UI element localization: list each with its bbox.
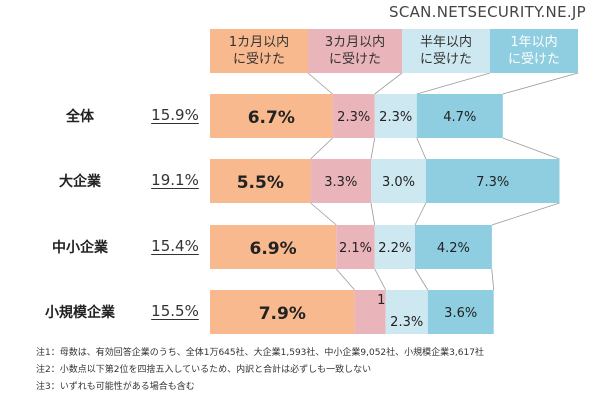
bar-1-3 (374, 94, 417, 138)
row-total: 15.9% (151, 106, 199, 124)
data-label-3-4: 4.2% (437, 241, 470, 256)
bar-2-1 (210, 159, 311, 203)
category-label: 大企業 (59, 174, 101, 190)
connector-header-2 (374, 72, 403, 95)
bar-3-2 (336, 225, 375, 269)
category-label: 小規模企業 (45, 305, 115, 321)
data-label-4-4: 3.6% (444, 306, 477, 321)
bar-2-4 (425, 159, 560, 203)
legend-label-4: 1年以内 に受けた (507, 35, 560, 67)
data-label-2-1: 5.5% (237, 173, 284, 193)
connector-2-2 (370, 202, 376, 226)
data-label-2-3: 3.0% (382, 175, 415, 190)
connector-header-3 (416, 72, 491, 95)
connector-1-1 (310, 137, 333, 160)
data-label-1-2: 2.3% (337, 110, 370, 125)
legend-swatch-2 (308, 29, 402, 73)
connector-3-4 (491, 268, 495, 291)
connector-2-1 (310, 202, 337, 226)
bar-4-1 (210, 290, 355, 334)
bar-3-4 (415, 225, 492, 269)
bar-2-2 (310, 159, 371, 203)
legend-swatch-1 (210, 29, 308, 73)
legend-label-1: 1カ月以内 に受けた (228, 35, 290, 67)
bar-4-3 (385, 290, 428, 334)
connector-3-3 (414, 268, 429, 291)
row-total: 15.5% (151, 302, 199, 320)
watermark: SCAN.NETSECURITY.NE.JP (389, 3, 586, 21)
data-label-4-3: 2.3% (390, 315, 423, 330)
footnotes: 注1：母数は、有効回答企業のうち、全体1万645社、大企業1,593社、中小企業… (36, 345, 484, 396)
data-label-2-4: 7.3% (476, 175, 509, 190)
footnote-2: 注2：小数点以下第2位を四捨五入しているため、内訳と合計は必ずしも一致しない (36, 365, 372, 375)
connector-header-4 (502, 72, 579, 95)
legend-swatch-3 (402, 29, 490, 73)
data-label-4-1: 7.9% (259, 304, 306, 324)
bar-4-2 (354, 290, 386, 334)
data-label-3-3: 2.2% (378, 241, 411, 256)
bar-1-2 (332, 94, 375, 138)
connector-2-3 (414, 202, 427, 226)
connector-1-4 (502, 137, 560, 160)
footnote-3: 注3：いずれも可能性がある場合も含む (36, 382, 195, 392)
bar-1-4 (416, 94, 503, 138)
connector-header-1 (307, 72, 333, 95)
connector-3-1 (335, 268, 355, 291)
category-label: 中小企業 (52, 240, 108, 256)
connector-2-4 (491, 202, 560, 226)
legend-label-2: 3カ月以内 に受けた (324, 35, 386, 67)
footnote-1: 注1：母数は、有効回答企業のうち、全体1万645社、大企業1,593社、中小企業… (36, 348, 484, 358)
bar-2-3 (371, 159, 426, 203)
category-label: 全体 (66, 109, 94, 125)
data-label-2-2: 3.3% (324, 175, 357, 190)
bar-4-4 (427, 290, 494, 334)
connector-1-3 (416, 137, 427, 160)
data-label-1-3: 2.3% (379, 110, 412, 125)
data-label-1-4: 4.7% (443, 110, 476, 125)
bar-3-1 (210, 225, 337, 269)
legend-swatch-4 (490, 29, 578, 73)
data-label-1-1: 6.7% (248, 108, 295, 128)
bar-3-3 (374, 225, 415, 269)
row-total: 15.4% (151, 237, 199, 255)
bar-1-1 (210, 94, 333, 138)
row-total: 19.1% (151, 171, 199, 189)
data-label-3-2: 2.1% (339, 241, 372, 256)
connector-3-2 (374, 268, 387, 291)
legend-label-3: 半年以内 に受けた (419, 35, 472, 67)
data-label-3-1: 6.9% (250, 239, 297, 259)
connector-1-2 (370, 137, 376, 160)
